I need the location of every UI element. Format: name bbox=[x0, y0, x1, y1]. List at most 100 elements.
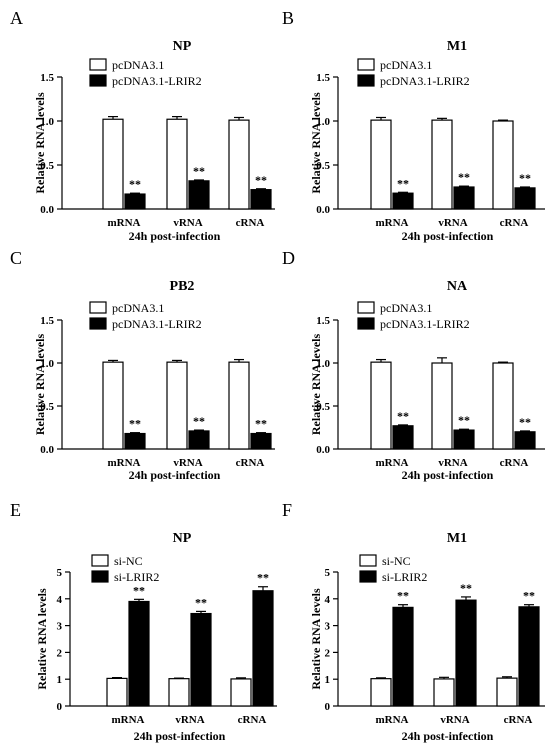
x-category-label: vRNA bbox=[173, 217, 202, 229]
x-category-label: mRNA bbox=[376, 714, 409, 726]
bar-treatment bbox=[392, 425, 414, 450]
y-tick-label: 1.5 bbox=[40, 72, 54, 84]
chart-title: NA bbox=[447, 279, 468, 294]
x-axis-title: 24h post-infection bbox=[129, 468, 221, 482]
chart-title: M1 bbox=[447, 39, 467, 54]
x-axis-title: 24h post-infection bbox=[402, 468, 494, 482]
significance-marker: ** bbox=[523, 589, 535, 603]
bar-control bbox=[492, 362, 514, 450]
legend-swatch bbox=[89, 301, 107, 314]
y-tick-label: 0.0 bbox=[316, 204, 330, 216]
bar-treatment bbox=[128, 600, 150, 707]
x-axis-title: 24h post-infection bbox=[134, 729, 226, 743]
y-tick-label: 5 bbox=[57, 567, 63, 579]
significance-marker: ** bbox=[193, 414, 205, 428]
y-tick-label: 5 bbox=[325, 567, 331, 579]
bar-treatment bbox=[188, 180, 210, 210]
bar-treatment bbox=[190, 612, 212, 707]
significance-marker: ** bbox=[519, 171, 531, 185]
bar-treatment bbox=[124, 193, 146, 210]
legend-label: si-LRIR2 bbox=[382, 570, 427, 584]
bar-control bbox=[228, 119, 250, 210]
legend-label: pcDNA3.1 bbox=[380, 58, 432, 72]
bar-control bbox=[370, 678, 392, 707]
significance-marker: ** bbox=[519, 415, 531, 429]
x-category-label: cRNA bbox=[500, 457, 529, 469]
bar-control bbox=[433, 678, 455, 707]
y-tick-label: 1 bbox=[57, 674, 63, 686]
legend-label: pcDNA3.1-LRIR2 bbox=[380, 317, 470, 331]
x-category-label: vRNA bbox=[438, 217, 467, 229]
bar-treatment bbox=[252, 590, 274, 707]
significance-marker: ** bbox=[397, 176, 409, 190]
y-axis-title: Relative RNA levels bbox=[35, 588, 49, 690]
legend-swatch bbox=[357, 58, 375, 71]
chart-panel-b: B M1 0.0 0.5 1.0 1.5 Relative RNA levels 24h po… bbox=[282, 8, 545, 243]
bar-treatment bbox=[455, 599, 477, 707]
x-category-label: mRNA bbox=[108, 217, 141, 229]
significance-marker: ** bbox=[397, 589, 409, 603]
y-tick-label: 4 bbox=[57, 594, 63, 606]
x-category-label: cRNA bbox=[236, 217, 265, 229]
y-tick-label: 0.5 bbox=[40, 401, 54, 413]
chart-panel-e: E NP 0 1 2 3 4 5 Relative RNA levels 24h post-inf… bbox=[10, 500, 277, 743]
x-category-label: cRNA bbox=[236, 457, 265, 469]
bar-control bbox=[431, 362, 453, 450]
bar-treatment bbox=[514, 187, 536, 210]
y-tick-label: 0 bbox=[325, 701, 331, 713]
legend-label: pcDNA3.1-LRIR2 bbox=[380, 74, 470, 88]
legend-swatch bbox=[359, 570, 377, 583]
panel-letter: F bbox=[282, 500, 292, 520]
legend-swatch bbox=[357, 317, 375, 330]
panel-letter: A bbox=[10, 8, 23, 28]
bar-control bbox=[431, 119, 453, 210]
significance-marker: ** bbox=[195, 595, 207, 609]
x-category-label: mRNA bbox=[108, 457, 141, 469]
y-tick-label: 0.0 bbox=[316, 444, 330, 456]
legend-label: pcDNA3.1-LRIR2 bbox=[112, 317, 202, 331]
bar-treatment bbox=[514, 431, 536, 450]
panel-letter: C bbox=[10, 248, 22, 268]
bar-control bbox=[370, 361, 392, 450]
y-tick-label: 1.0 bbox=[316, 358, 330, 370]
chart-panel-d: D NA 0.0 0.5 1.0 1.5 Relative RNA levels 24h po… bbox=[282, 248, 545, 482]
chart-title: PB2 bbox=[170, 279, 195, 294]
legend-swatch bbox=[91, 570, 109, 583]
y-tick-label: 3 bbox=[325, 621, 331, 633]
bar-control bbox=[102, 361, 124, 450]
y-tick-label: 1 bbox=[325, 674, 331, 686]
y-tick-label: 1.0 bbox=[40, 116, 54, 128]
bar-treatment bbox=[453, 186, 475, 210]
bar-treatment bbox=[518, 606, 540, 707]
x-category-label: mRNA bbox=[376, 217, 409, 229]
x-category-label: cRNA bbox=[504, 714, 533, 726]
significance-marker: ** bbox=[458, 413, 470, 427]
chart-panel-c: C PB2 0.0 0.5 1.0 1.5 Relative RNA levels 24h p… bbox=[10, 248, 275, 482]
y-axis-title: Relative RNA levels bbox=[33, 334, 47, 436]
panel-letter: B bbox=[282, 8, 294, 28]
significance-marker: ** bbox=[458, 170, 470, 184]
bar-control bbox=[230, 678, 252, 707]
y-tick-label: 0.0 bbox=[40, 444, 54, 456]
bar-treatment bbox=[124, 432, 146, 450]
legend-label: pcDNA3.1 bbox=[380, 301, 432, 315]
chart-title: NP bbox=[173, 39, 192, 54]
significance-marker: ** bbox=[255, 417, 267, 431]
bar-treatment bbox=[392, 606, 414, 707]
y-tick-label: 0 bbox=[57, 701, 63, 713]
x-category-label: cRNA bbox=[500, 217, 529, 229]
x-axis-title: 24h post-infection bbox=[402, 729, 494, 743]
legend-swatch bbox=[357, 301, 375, 314]
bar-control bbox=[492, 120, 514, 210]
significance-marker: ** bbox=[129, 417, 141, 431]
y-axis-title: Relative RNA levels bbox=[33, 92, 47, 194]
panel-letter: E bbox=[10, 500, 21, 520]
chart-title: M1 bbox=[447, 531, 467, 546]
significance-marker: ** bbox=[129, 177, 141, 191]
bar-treatment bbox=[453, 429, 475, 450]
y-tick-label: 0.5 bbox=[316, 401, 330, 413]
significance-marker: ** bbox=[255, 173, 267, 187]
significance-marker: ** bbox=[193, 164, 205, 178]
bar-control bbox=[228, 361, 250, 450]
y-axis-title: Relative RNA levels bbox=[309, 92, 323, 194]
